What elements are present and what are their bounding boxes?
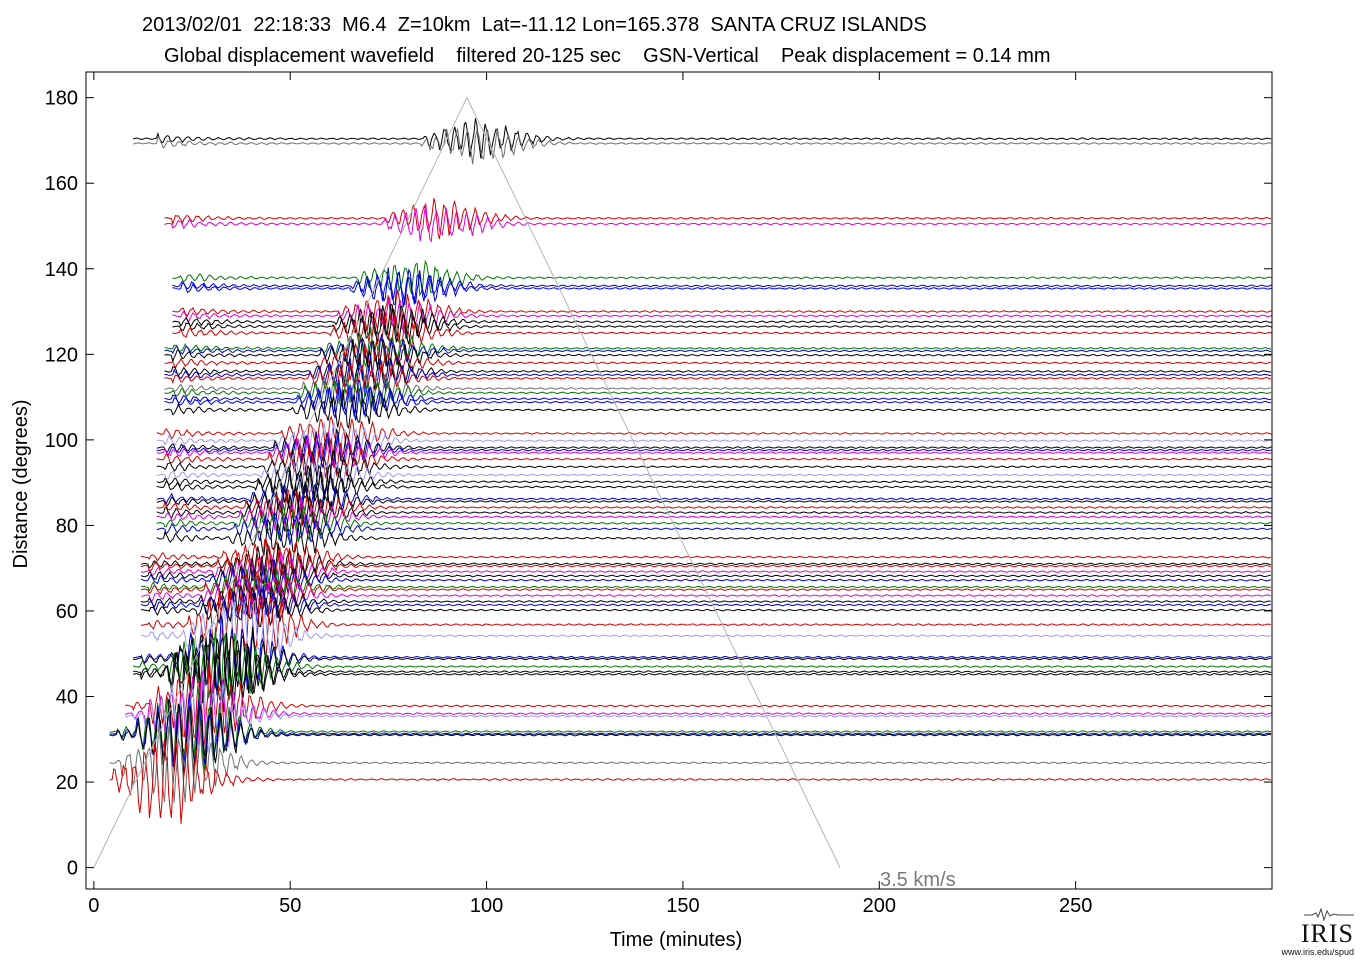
seismic-trace [140,585,1271,618]
x-axis-label: Time (minutes) [610,929,743,951]
seismic-trace [140,552,1271,592]
y-tick-label: 100 [45,430,78,452]
y-tick-label: 120 [45,344,78,366]
seismic-trace [140,555,1271,594]
seismic-trace [164,383,1272,421]
seismic-trace [172,312,1273,349]
seismic-trace [133,643,1272,713]
seismic-trace [140,567,1271,606]
x-tick-label: 0 [88,895,99,917]
velocity-label: 3.5 km/s [880,869,956,891]
seismic-trace [164,333,1272,369]
axes-layer: 0 50 100 150 200 250 0 20 40 60 80 100 120 140 160 180 [45,72,1272,917]
y-tick-label: 140 [45,259,78,281]
seismic-trace [156,511,1272,545]
seismic-trace [164,372,1272,409]
seismic-trace [172,259,1273,297]
seismic-trace [156,415,1272,452]
y-tick-label: 40 [56,687,78,709]
seismic-trace [125,670,1272,754]
seismic-trace [132,127,1272,165]
iris-logo: IRIS www.iris.edu/spud [1281,907,1354,957]
x-tick-label: 250 [1059,895,1092,917]
x-tick-label: 200 [863,895,896,917]
seismic-trace [156,482,1272,520]
seismic-trace [164,203,1272,243]
seismic-trace [164,360,1272,396]
seismic-trace [140,585,1271,625]
y-tick-label: 160 [45,173,78,195]
seismic-trace [172,297,1273,335]
seismic-trace [172,267,1272,308]
x-tick-label: 150 [666,895,699,917]
seismic-trace [156,438,1272,479]
reference-layer [93,96,841,868]
seismic-trace [140,545,1271,584]
y-axis-label: Distance (degrees) [10,400,32,569]
x-tick-label: 50 [279,895,301,917]
seismic-trace [164,389,1272,430]
seismic-trace [156,466,1272,503]
traces-layer [109,118,1273,824]
seismic-trace [172,303,1273,343]
seismic-trace [133,615,1272,696]
seismic-trace [172,268,1273,306]
seismic-trace [156,462,1272,500]
logo-word: IRIS [1300,919,1354,948]
seismic-trace [140,599,1271,679]
velocity-reference-line [93,96,841,868]
seismic-trace [164,326,1272,368]
seismic-trace [172,289,1273,331]
seismic-trace [109,692,1272,776]
seismic-trace [156,518,1272,556]
seismic-trace [140,582,1271,665]
y-tick-label: 20 [56,772,78,794]
seismic-trace [156,503,1272,543]
seismic-trace [164,355,1272,397]
seismic-trace [109,699,1272,777]
seismic-trace [109,693,1272,767]
y-tick-label: 80 [56,515,78,537]
seismic-trace [156,496,1272,537]
seismic-trace [140,542,1271,585]
seismic-trace [109,738,1271,824]
seismic-trace [156,448,1272,487]
seismic-trace [164,198,1272,240]
seismic-trace [156,422,1272,458]
seismic-trace [140,537,1272,577]
seismic-trace [140,575,1271,616]
seismic-trace [132,627,1272,702]
event-title: 2013/02/01 22:18:33 M6.4 Z=10km Lat=-11.… [142,14,927,36]
x-tick-label: 100 [470,895,503,917]
y-tick-label: 0 [67,858,78,880]
y-tick-label: 180 [45,88,78,110]
y-tick-label: 60 [56,601,78,623]
seismic-trace [140,590,1271,628]
seismo-glyph-icon [1304,907,1354,921]
seismic-trace [172,305,1273,345]
plot-frame [85,71,1273,890]
event-subtitle: Global displacement wavefield filtered 2… [164,45,1051,67]
seismic-trace [132,626,1272,696]
seismic-trace [109,724,1272,803]
logo-url: www.iris.edu/spud [1281,947,1354,957]
seismic-trace [164,341,1271,381]
seismic-trace [133,632,1272,712]
seismic-trace [125,659,1272,750]
seismic-trace [125,673,1272,758]
seismic-trace [132,118,1272,159]
seismic-trace [140,559,1271,598]
